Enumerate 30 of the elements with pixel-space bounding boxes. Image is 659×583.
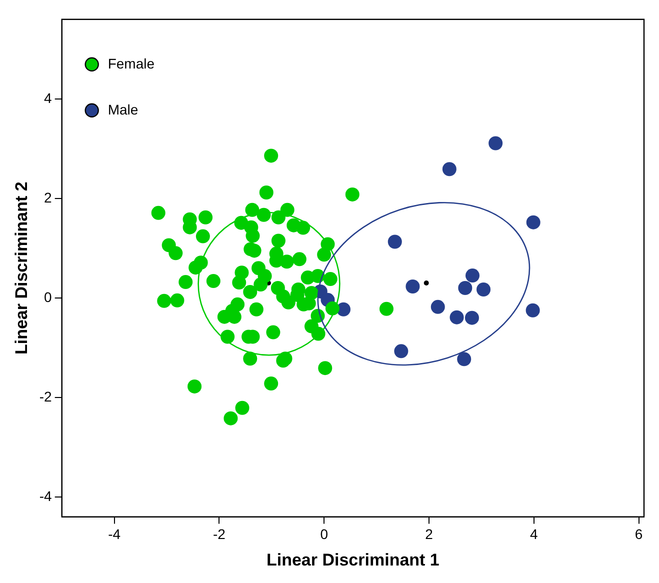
- y-tick-label: 4: [44, 90, 52, 106]
- legend-label: Female: [108, 55, 155, 72]
- point: [430, 300, 445, 314]
- point: [394, 344, 408, 358]
- point: [526, 215, 540, 230]
- point: [450, 310, 464, 324]
- y-tick-label: -4: [39, 488, 52, 504]
- x-tick-label: 2: [425, 526, 434, 542]
- point: [526, 303, 540, 318]
- point: [476, 282, 491, 296]
- y-tick-label: -2: [39, 388, 52, 404]
- point: [388, 234, 402, 249]
- point: [406, 280, 420, 294]
- point: [466, 268, 480, 283]
- point: [458, 280, 472, 295]
- x-tick-label: 4: [530, 526, 538, 542]
- x-tick-label: 0: [320, 526, 328, 542]
- x-tick-label: -2: [212, 526, 226, 542]
- point: [424, 280, 429, 286]
- y-tick-label: 0: [44, 288, 52, 305]
- point: [457, 352, 472, 366]
- y-tick-label: 2: [44, 189, 52, 206]
- x-axis-title: Linear Discriminant 1: [266, 550, 440, 570]
- x-tick-label: -4: [108, 526, 121, 542]
- point: [464, 310, 479, 325]
- point: [488, 136, 503, 150]
- legend-label: Male: [108, 101, 138, 118]
- y-axis-title: Linear Discriminant 2: [12, 182, 31, 355]
- x-tick-label: 6: [634, 526, 643, 542]
- point: [442, 162, 456, 176]
